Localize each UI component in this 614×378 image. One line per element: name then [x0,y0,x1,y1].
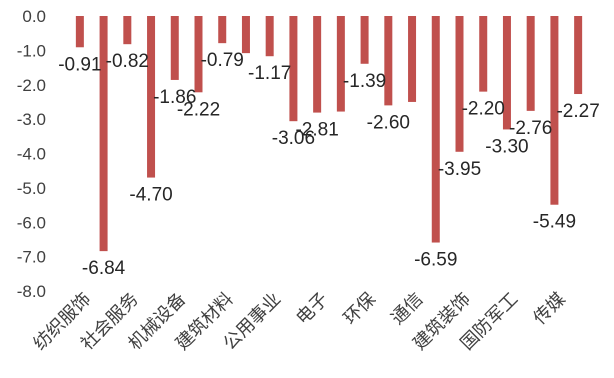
bar [99,16,108,252]
bar [241,16,250,54]
y-tick-label: -6.0 [17,213,46,232]
data-label: -2.20 [462,99,505,120]
bar [336,16,345,112]
data-label: -6.84 [82,258,126,279]
data-labels: -0.91 -6.84 -0.82 -4.70 -1.86-2.22 -0.79-1.17… [58,50,600,279]
bar [147,16,156,178]
y-axis: 0.0 -1.0 -2.0 -3.0 -4.0 -5.0 -6.0 -7.0 -8.0 [17,7,46,301]
data-label: -6.59 [414,250,457,271]
y-tick-label: -5.0 [17,179,46,198]
data-label: -2.76 [509,118,552,139]
y-tick-label: 0.0 [22,7,46,26]
y-tick-label: -3.0 [17,110,46,129]
bar [502,16,511,130]
bar [218,16,227,44]
data-label: -3.95 [438,159,481,180]
x-tick-label: 通信 [387,289,427,329]
bar [194,16,203,93]
bar [431,16,440,243]
y-tick-label: -8.0 [17,282,46,301]
data-label: -2.22 [177,99,220,120]
bar [526,16,535,111]
bar [384,16,393,106]
data-label: -4.70 [129,185,172,206]
x-tick-label: 传媒 [530,289,570,329]
bar [123,16,132,45]
data-label: -1.39 [343,71,386,92]
bar [574,16,583,95]
data-label: -0.91 [58,54,101,75]
data-label: -2.27 [556,101,599,122]
data-label: -2.60 [367,112,410,133]
bar [170,16,179,80]
y-tick-label: -1.0 [17,41,46,60]
data-label: -0.79 [201,50,244,71]
bar [408,16,417,102]
y-tick-label: -4.0 [17,145,46,164]
bar [479,16,488,92]
data-label: -5.49 [533,212,576,233]
data-label: -3.06 [272,128,315,149]
x-tick-label: 环保 [340,289,380,329]
bar [455,16,464,152]
data-label: -3.30 [485,136,528,157]
data-label: -1.17 [248,63,291,84]
data-label: -2.81 [295,120,338,141]
bars [75,16,583,252]
bar [550,16,559,205]
x-tick-label: 电子 [292,289,332,329]
y-tick-label: -2.0 [17,76,46,95]
bar [289,16,298,122]
bar [265,16,274,57]
y-tick-label: -7.0 [17,248,46,267]
bar [313,16,322,113]
bar [360,16,369,64]
data-label: -0.82 [106,51,149,72]
data-label: -1.86 [153,87,196,108]
bar [75,16,84,48]
